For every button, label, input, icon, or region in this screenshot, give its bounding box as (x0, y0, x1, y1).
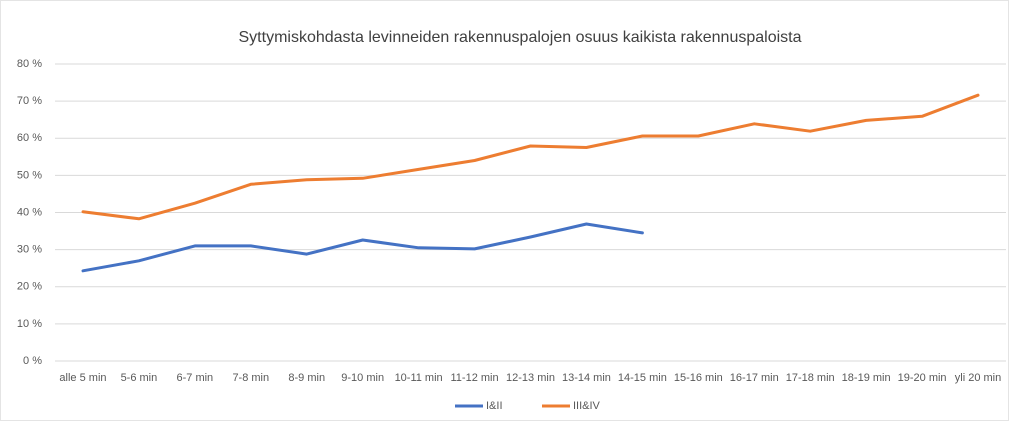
x-tick-label: 17-18 min (786, 372, 835, 384)
x-tick-label: 6-7 min (177, 372, 214, 384)
x-tick-label: 8-9 min (288, 372, 325, 384)
legend-label: III&IV (573, 400, 601, 412)
x-tick-label: 19-20 min (898, 372, 947, 384)
x-tick-label: 14-15 min (618, 372, 667, 384)
series-line (81, 222, 644, 273)
y-tick-label: 0 % (23, 355, 42, 367)
x-tick-label: 9-10 min (341, 372, 384, 384)
x-tick-label: 18-19 min (842, 372, 891, 384)
chart-title: Syttymiskohdasta levinneiden rakennuspal… (239, 29, 802, 46)
x-tick-label: 15-16 min (674, 372, 723, 384)
y-tick-label: 60 % (17, 132, 42, 144)
x-tick-label: 10-11 min (395, 372, 443, 384)
y-tick-label: 30 % (17, 244, 42, 256)
x-tick-label: 16-17 min (730, 372, 779, 384)
x-tick-label: 11-12 min (451, 372, 499, 384)
y-tick-label: 70 % (17, 95, 42, 107)
x-tick-label: 5-6 min (121, 372, 158, 384)
y-tick-label: 80 % (17, 58, 42, 70)
y-tick-label: 10 % (17, 318, 42, 330)
series-line (81, 93, 980, 221)
x-tick-label: yli 20 min (955, 372, 1001, 384)
x-tick-label: 12-13 min (506, 372, 555, 384)
legend-label: I&II (486, 400, 503, 412)
x-tick-label: 7-8 min (232, 372, 269, 384)
y-tick-label: 50 % (17, 169, 42, 181)
x-tick-label: alle 5 min (59, 372, 106, 384)
y-tick-label: 20 % (17, 281, 42, 293)
y-tick-label: 40 % (17, 206, 42, 218)
x-tick-label: 13-14 min (562, 372, 611, 384)
